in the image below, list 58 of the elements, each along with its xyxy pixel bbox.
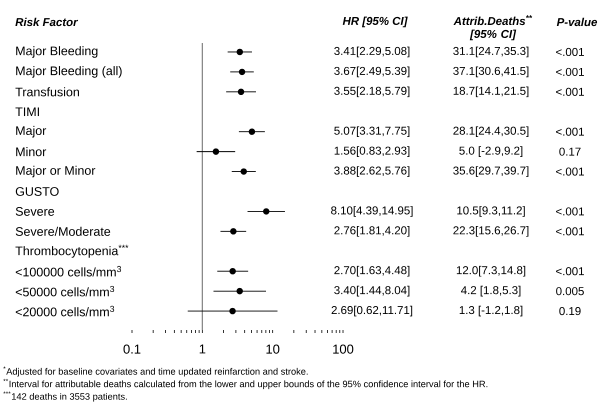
text: 28.1[24.4,30.5] (453, 126, 528, 138)
x-tick-label: 1 (200, 344, 206, 354)
text: <.001 (556, 88, 584, 96)
data-label: 3.55[2.18,5.79] (334, 86, 410, 98)
text: 10.5[9.3,11.2] (457, 206, 525, 217)
text: 31.1[24.7,35.3] (453, 46, 528, 58)
text: $^{*}$Adjusted for baseline covariates and time updated reinfarction and stroke. (3, 366, 308, 377)
text: 5.0 [-2.9,9.2] (459, 146, 522, 157)
data-label: 1.56[0.83,2.93] (334, 146, 410, 157)
data-label: 2.70[1.63,4.48] (334, 266, 410, 277)
text: <.001 (556, 227, 584, 236)
text: <.001 (556, 167, 584, 176)
text: 0.005 (556, 287, 584, 296)
text: $^{**}$Interval for attributable deaths calculated from the lower and upper bounds of the 95% confidence interval for the HR. (3, 378, 488, 390)
text: P-value (556, 18, 598, 26)
y-tick-label: <50000 cells/mm$^{3}$ (16, 286, 114, 296)
y-tick-label: Transfusion (15, 87, 79, 96)
data-label: 8.10[4.39,14.95] (331, 206, 413, 217)
data-label: 3.67[2.49,5.39] (334, 66, 410, 78)
text: 1.3 [-1.2,1.8] (460, 306, 522, 316)
text: 0.17 (559, 148, 581, 156)
text: $^{***}$142 deaths in 3553 patients. (3, 391, 127, 402)
y-tick-label: GUSTO (16, 187, 59, 196)
text: 22.3[15.6,26.7] (453, 226, 528, 237)
text: 12.0[7.3,14.8] (456, 266, 526, 277)
y-tick-label: <100000 cells/mm$^{3}$ (16, 266, 122, 276)
data-label: 3.88[2.62,5.76] (334, 166, 410, 177)
text: Attrib.Deaths$^{**}$ [95% CI] (453, 15, 532, 40)
text: HR [95% CI] (342, 16, 408, 28)
data-label: 5.07[3.31,7.75] (334, 126, 410, 138)
y-tick-label: Minor (16, 147, 46, 156)
text: 35.6[29.7,39.7] (453, 166, 528, 177)
y-axis-title: Risk Factor (15, 18, 78, 26)
y-tick-label: Major Bleeding (16, 46, 98, 58)
text: 4.2 [1.8,5.3] (461, 286, 520, 296)
data-label: 2.69[0.62,11.71] (332, 306, 412, 316)
y-tick-label: Major (16, 126, 46, 138)
data-label: 3.41[2.29,5.08] (334, 46, 410, 58)
y-tick-label: Severe (16, 207, 54, 216)
text: 37.1[30.6,41.5] (453, 66, 528, 78)
y-tick-label: Severe/Moderate (16, 226, 110, 236)
y-tick-label: TIMI (15, 107, 39, 116)
text: <.001 (556, 68, 584, 76)
data-label: 2.76[1.81,4.20] (334, 226, 410, 237)
text: 18.7[14.1,21.5] (454, 86, 528, 98)
text: <.001 (556, 267, 584, 276)
y-tick-label: Major Bleeding (all) (16, 66, 122, 78)
text: <.001 (556, 128, 584, 136)
text: <.001 (556, 207, 584, 216)
y-tick-label: Major or Minor (16, 166, 96, 178)
text: <.001 (556, 48, 584, 56)
text: 0.19 (559, 307, 581, 316)
y-tick-label: Thrombocytopenia$^{***}$ (15, 244, 128, 258)
y-tick-label: <20000 cells/mm$^{3}$ (16, 306, 114, 316)
x-tick-label: 0.1 (123, 344, 140, 354)
x-tick-label: 100 (333, 344, 354, 354)
x-tick-label: 10 (266, 344, 280, 354)
data-label: 3.40[1.44,8.04] (334, 286, 410, 296)
